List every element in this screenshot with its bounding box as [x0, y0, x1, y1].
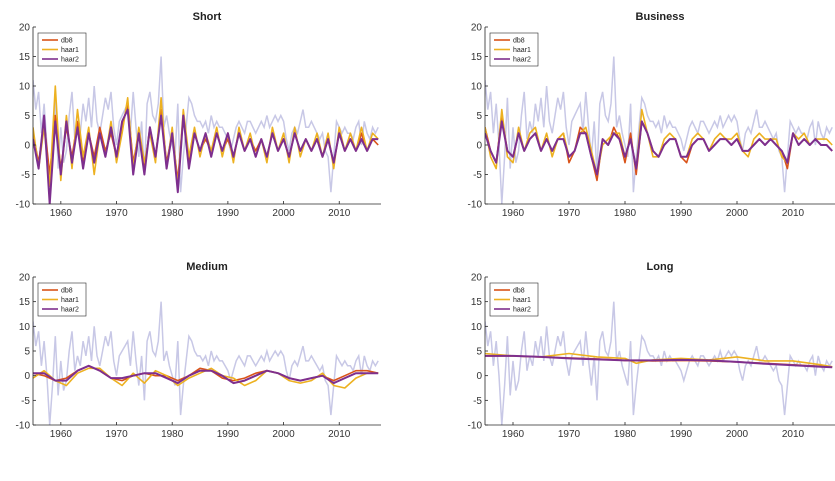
x-tick-label: 1980 [161, 429, 184, 440]
background-series-line [33, 301, 379, 425]
legend-label-haar1: haar1 [61, 47, 79, 54]
y-tick-label: 10 [471, 322, 483, 333]
y-tick-label: 5 [476, 347, 482, 358]
background-series-line [33, 56, 379, 204]
y-tick-label: 20 [19, 23, 31, 34]
legend-label-haar1: haar1 [513, 297, 531, 304]
x-tick-label: 1960 [50, 429, 73, 440]
x-tick-label: 2000 [272, 429, 295, 440]
x-tick-label: 1990 [670, 208, 693, 219]
y-tick-label: -5 [473, 170, 482, 181]
x-tick-label: 2000 [726, 429, 749, 440]
y-tick-label: 5 [476, 111, 482, 122]
series-line-haar1 [485, 108, 833, 176]
series-line-haar2 [485, 120, 833, 176]
chart-title: Business [636, 11, 685, 23]
x-tick-label: 1980 [161, 208, 184, 219]
background-series-line [485, 301, 833, 425]
y-tick-label: -5 [21, 396, 30, 407]
x-tick-label: 1990 [217, 429, 240, 440]
legend-box [489, 282, 539, 317]
y-tick-label: -10 [16, 421, 31, 432]
y-tick-label: 20 [19, 273, 31, 284]
x-tick-label: 2000 [272, 208, 295, 219]
x-tick-label: 1990 [670, 429, 693, 440]
chart-panel-2: Medium -10 -5 0 5 10 15 20 1960 1970 1980 1990 2000 2… [16, 261, 381, 440]
legend-label-haar2: haar2 [513, 57, 531, 64]
legend-label-db8: db8 [513, 38, 525, 45]
x-tick-label: 1960 [502, 208, 525, 219]
chart-title: Medium [186, 261, 228, 273]
legend-label-db8: db8 [61, 288, 73, 295]
legend-label-db8: db8 [61, 38, 73, 45]
y-tick-label: 5 [24, 111, 30, 122]
x-tick-label: 1980 [614, 429, 637, 440]
chart-panel-1: Business -10 -5 0 5 10 15 20 1960 1970 1980 1990 200… [468, 11, 835, 219]
y-tick-label: 10 [19, 322, 31, 333]
legend-label-haar2: haar2 [61, 307, 79, 314]
x-tick-label: 1970 [105, 429, 128, 440]
y-tick-label: -10 [16, 200, 31, 211]
y-tick-label: 10 [19, 82, 31, 93]
y-tick-label: 0 [476, 371, 482, 382]
series-line-haar2 [33, 364, 379, 385]
x-tick-label: 2010 [782, 429, 805, 440]
legend-label-haar1: haar1 [61, 297, 79, 304]
y-tick-label: 0 [476, 141, 482, 152]
y-tick-label: 20 [471, 273, 483, 284]
y-tick-label: 15 [471, 297, 483, 308]
chart-panel-0: Short -10 -5 0 5 10 15 20 1960 1970 1980 1990 2000 20… [16, 11, 381, 219]
background-series-line [485, 56, 833, 204]
x-tick-label: 1980 [614, 208, 637, 219]
legend-label-haar2: haar2 [513, 307, 531, 314]
y-tick-label: 5 [24, 347, 30, 358]
y-tick-label: -10 [468, 421, 483, 432]
x-tick-label: 1970 [105, 208, 128, 219]
legend-label-haar2: haar2 [61, 57, 79, 64]
chart-panel-3: Long -10 -5 0 5 10 15 20 1960 1970 1980 1990 2000 201… [468, 261, 835, 440]
legend-label-db8: db8 [513, 288, 525, 295]
x-tick-label: 2010 [328, 208, 351, 219]
x-tick-label: 1990 [217, 208, 240, 219]
x-tick-label: 1960 [50, 208, 73, 219]
y-tick-label: 15 [19, 52, 31, 63]
x-tick-label: 1960 [502, 429, 525, 440]
series-line-haar2 [485, 354, 833, 369]
y-tick-label: 0 [24, 141, 30, 152]
x-tick-label: 1970 [558, 429, 581, 440]
chart-title: Long [647, 261, 674, 273]
y-tick-label: 10 [471, 82, 483, 93]
series-line-haar2 [33, 108, 379, 204]
chart-title: Short [193, 11, 222, 23]
y-tick-label: -5 [21, 170, 30, 181]
x-tick-label: 2010 [328, 429, 351, 440]
x-tick-label: 2010 [782, 208, 805, 219]
y-tick-label: 0 [24, 371, 30, 382]
y-tick-label: -10 [468, 200, 483, 211]
y-tick-label: -5 [473, 396, 482, 407]
x-tick-label: 2000 [726, 208, 749, 219]
legend-box [37, 32, 87, 67]
legend-label-haar1: haar1 [513, 47, 531, 54]
y-tick-label: 20 [471, 23, 483, 34]
y-tick-label: 15 [19, 297, 31, 308]
y-tick-label: 15 [471, 52, 483, 63]
x-tick-label: 1970 [558, 208, 581, 219]
